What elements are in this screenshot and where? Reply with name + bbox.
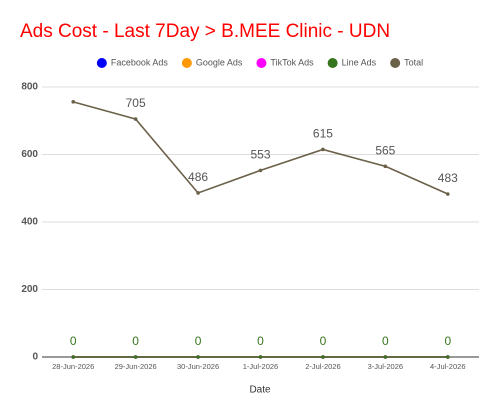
legend-label: Facebook Ads (111, 57, 169, 67)
data-label: 486 (188, 170, 208, 184)
x-axis-title: Date (249, 385, 271, 396)
x-tick-label: 1-Jul-2026 (243, 362, 278, 371)
data-label: 705 (126, 96, 146, 110)
point (196, 355, 200, 359)
legend-marker (327, 58, 338, 68)
y-tick-label: 800 (21, 82, 38, 93)
chart-title: Ads Cost - Last 7Day > B.MEE Clinic - UD… (20, 21, 390, 42)
data-label: 0 (382, 334, 389, 348)
legend-label: Line Ads (342, 57, 377, 67)
point (321, 147, 325, 152)
x-tick-label: 3-Jul-2026 (368, 362, 403, 371)
point (133, 355, 138, 359)
point (445, 355, 450, 359)
y-tick-label: 0 (32, 352, 38, 363)
point (71, 355, 76, 359)
data-label: 0 (444, 334, 451, 348)
x-tick-label: 29-Jun-2026 (115, 362, 157, 371)
legend-label: Google Ads (196, 57, 243, 67)
y-tick-label: 600 (21, 149, 38, 160)
point (383, 355, 388, 359)
legend-marker (181, 58, 192, 68)
legend-marker (256, 58, 267, 68)
y-tick-label: 400 (21, 217, 38, 228)
x-tick-label: 30-Jun-2026 (177, 362, 219, 371)
data-label: 0 (70, 334, 77, 348)
data-label: 553 (250, 148, 270, 162)
point (321, 355, 325, 359)
data-label: 615 (313, 127, 333, 141)
legend-label: TikTok Ads (270, 57, 314, 67)
legend: Facebook Ads Google Ads TikTok Ads Line Ads… (96, 57, 423, 68)
point (383, 164, 388, 169)
data-label: 0 (257, 334, 264, 348)
legend-marker (390, 58, 401, 68)
x-tick-label: 2-Jul-2026 (305, 362, 340, 371)
point (445, 192, 450, 196)
legend-label: Total (404, 57, 423, 67)
data-label: 565 (375, 143, 395, 157)
point (133, 117, 138, 121)
point (258, 168, 263, 173)
x-tick-label: 4-Jul-2026 (430, 362, 465, 371)
point (258, 355, 263, 359)
data-label: 0 (195, 334, 202, 348)
data-label: 483 (438, 171, 458, 185)
point (196, 191, 200, 195)
x-tick-label: 28-Jun-2026 (52, 362, 94, 371)
point (71, 100, 76, 104)
data-label: 0 (320, 334, 327, 348)
data-label: 0 (132, 334, 139, 348)
y-tick-label: 200 (21, 284, 38, 295)
legend-marker (96, 58, 107, 68)
